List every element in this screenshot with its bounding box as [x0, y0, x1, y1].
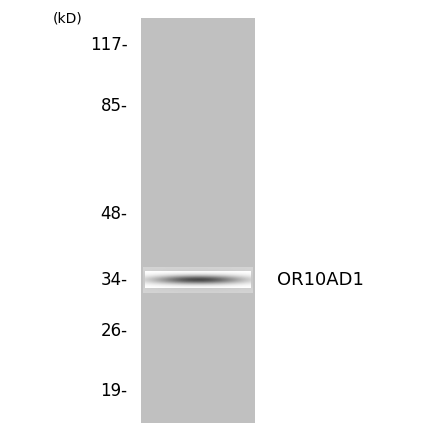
- Text: (kD): (kD): [53, 11, 83, 26]
- Text: 85-: 85-: [101, 97, 128, 115]
- Text: 26-: 26-: [101, 322, 128, 340]
- Text: 19-: 19-: [101, 381, 128, 400]
- Text: 34-: 34-: [101, 271, 128, 289]
- FancyBboxPatch shape: [141, 18, 255, 423]
- Text: OR10AD1: OR10AD1: [277, 271, 364, 289]
- Text: 117-: 117-: [90, 36, 128, 54]
- Text: 48-: 48-: [101, 206, 128, 223]
